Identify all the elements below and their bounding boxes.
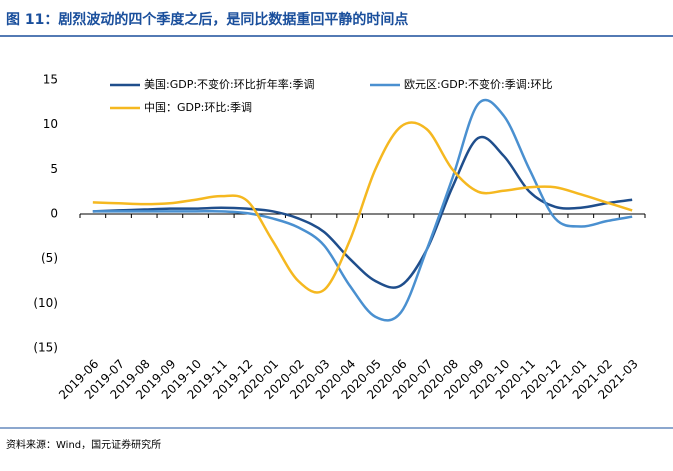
series-line xyxy=(92,135,633,289)
y-tick-label: (15) xyxy=(33,341,58,355)
legend-label: 欧元区:GDP:不变价:季调:环比 xyxy=(404,77,552,91)
y-tick-label: (5) xyxy=(41,251,58,265)
y-tick-label: 10 xyxy=(43,117,58,131)
y-tick-label: 15 xyxy=(43,73,58,87)
y-tick-label: (10) xyxy=(33,296,58,310)
chart-title: 图 11：剧烈波动的四个季度之后，是同比数据重回平静的时间点 xyxy=(6,11,408,28)
source: 资料来源：Wind，国元证券研究所 xyxy=(6,438,161,451)
legend-label: 中国：GDP:环比:季调 xyxy=(144,101,252,114)
y-tick-label: 0 xyxy=(50,207,58,221)
series-line xyxy=(92,121,633,294)
series-line xyxy=(92,98,633,322)
y-tick-label: 5 xyxy=(50,162,58,176)
legend-label: 美国:GDP:不变价:环比折年率:季调 xyxy=(144,77,314,91)
